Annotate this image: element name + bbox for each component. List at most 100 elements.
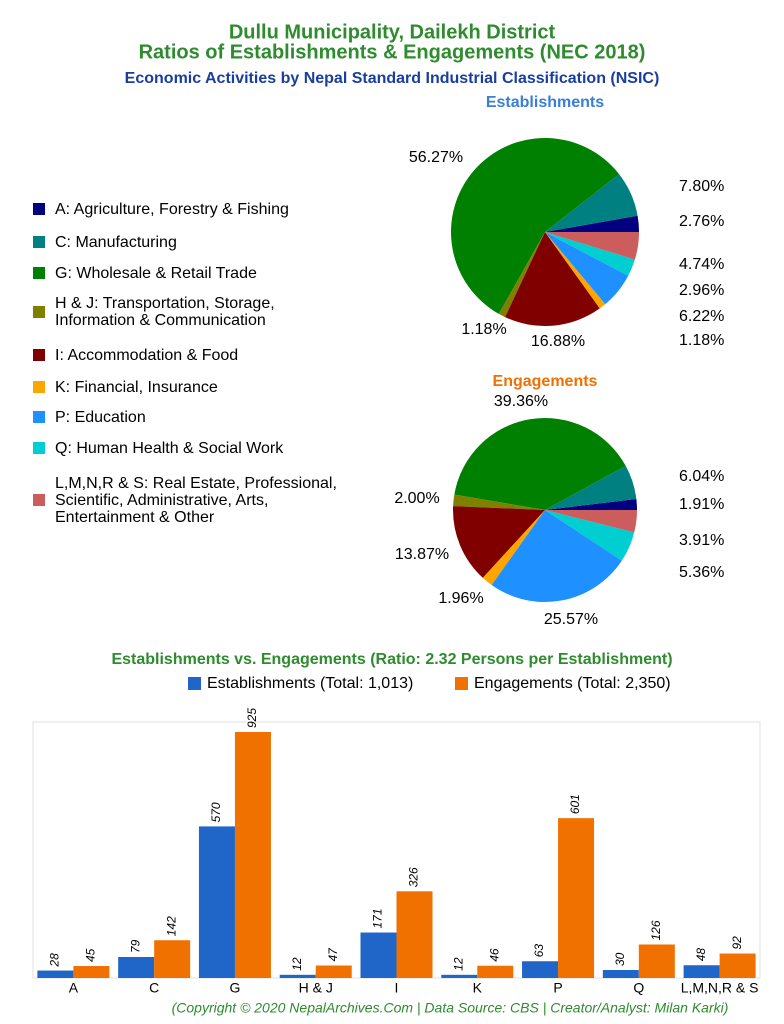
slice-label: 6.22% bbox=[679, 308, 724, 325]
bar-value-label: 79 bbox=[128, 939, 142, 953]
pie-slice bbox=[545, 215, 639, 232]
bar bbox=[198, 826, 235, 978]
legend-swatch bbox=[33, 411, 45, 423]
bar-value-label: 925 bbox=[245, 708, 259, 728]
pie-slice bbox=[451, 137, 620, 314]
pie-slice bbox=[453, 494, 545, 510]
pie-slice bbox=[505, 232, 600, 326]
bar-value-label: 46 bbox=[487, 948, 501, 962]
slice-label: 4.74% bbox=[679, 256, 724, 273]
legend-swatch bbox=[33, 494, 45, 506]
slice-label: 1.18% bbox=[679, 332, 724, 349]
bar-value-label: 12 bbox=[290, 957, 304, 971]
bar bbox=[73, 966, 110, 978]
pie-slice bbox=[498, 232, 545, 318]
bar-value-label: 171 bbox=[371, 908, 385, 928]
legend-label: P: Education bbox=[55, 408, 146, 426]
bar-title: Establishments vs. Engagements (Ratio: 2… bbox=[111, 651, 672, 668]
pie-slice bbox=[545, 510, 635, 561]
x-tick-label: Q bbox=[633, 980, 644, 996]
legend-label: L,M,N,R & S: Real Estate, Professional, … bbox=[55, 474, 337, 526]
bar bbox=[279, 974, 316, 978]
slice-label: 7.80% bbox=[679, 178, 724, 195]
slice-label: 3.91% bbox=[679, 532, 724, 549]
legend-label: Engagements (Total: 2,350) bbox=[474, 675, 671, 692]
title: Ratios of Establishments & Engagements (… bbox=[139, 41, 646, 63]
x-tick-label: P bbox=[553, 980, 562, 996]
slice-label: 2.76% bbox=[679, 213, 724, 230]
bar-value-label: 126 bbox=[649, 920, 663, 940]
legend-swatch bbox=[33, 236, 45, 248]
x-tick-label: C bbox=[149, 980, 159, 996]
x-tick-label: A bbox=[69, 980, 79, 996]
pie-slice bbox=[545, 232, 639, 260]
legend-swatch bbox=[33, 442, 45, 454]
subtitle: Economic Activities by Nepal Standard In… bbox=[125, 70, 660, 87]
legend-swatch bbox=[33, 381, 45, 393]
slice-label: 2.00% bbox=[394, 490, 439, 507]
slice-label: 1.91% bbox=[679, 496, 724, 513]
pie-slice bbox=[545, 510, 637, 533]
pie-slice bbox=[482, 510, 545, 585]
pie-slice bbox=[491, 510, 622, 602]
slice-label: 25.57% bbox=[544, 611, 598, 628]
pie-slice bbox=[545, 465, 637, 510]
bar-value-label: 48 bbox=[694, 948, 708, 962]
pie-title: Engagements bbox=[493, 373, 598, 390]
pie-title: Establishments bbox=[486, 94, 604, 111]
bar-value-label: 30 bbox=[613, 952, 627, 966]
legend-swatch bbox=[455, 677, 468, 690]
bar bbox=[683, 965, 720, 978]
x-tick-label: I bbox=[395, 980, 399, 996]
bar-value-label: 45 bbox=[84, 948, 98, 962]
slice-label: 6.04% bbox=[679, 468, 724, 485]
legend-label: Establishments (Total: 1,013) bbox=[207, 675, 413, 692]
bar bbox=[522, 961, 559, 978]
bar bbox=[477, 965, 514, 978]
bar bbox=[602, 970, 639, 978]
pie-slice bbox=[452, 506, 545, 578]
legend-label: K: Financial, Insurance bbox=[55, 378, 218, 396]
bar bbox=[441, 974, 478, 978]
pie-slice bbox=[545, 232, 629, 305]
legend-swatch bbox=[188, 677, 201, 690]
bar-value-label: 142 bbox=[164, 916, 178, 936]
slice-label: 5.36% bbox=[679, 564, 724, 581]
bar bbox=[558, 818, 595, 978]
legend-swatch bbox=[33, 203, 45, 215]
legend-label: Q: Human Health & Social Work bbox=[55, 439, 284, 457]
bar bbox=[154, 940, 191, 978]
bar bbox=[315, 965, 352, 978]
bar-value-label: 47 bbox=[326, 947, 340, 962]
footer: (Copyright © 2020 NepalArchives.Com | Da… bbox=[172, 1000, 729, 1016]
bar-value-label: 28 bbox=[48, 953, 62, 968]
x-tick-label: L,M,N,R & S bbox=[681, 980, 759, 996]
pie-slice bbox=[545, 174, 638, 232]
slice-label: 13.87% bbox=[395, 546, 449, 563]
bar-value-label: 326 bbox=[407, 867, 421, 887]
bar bbox=[118, 956, 155, 978]
legend-swatch bbox=[33, 306, 45, 318]
bar-value-label: 63 bbox=[532, 944, 546, 958]
x-tick-label: K bbox=[473, 980, 483, 996]
legend-label: I: Accommodation & Food bbox=[55, 346, 239, 364]
legend-label: C: Manufacturing bbox=[55, 233, 177, 251]
bar bbox=[234, 732, 271, 978]
bar bbox=[638, 944, 675, 978]
title: Dullu Municipality, Dailekh District bbox=[229, 21, 556, 43]
slice-label: 56.27% bbox=[409, 149, 463, 166]
slice-label: 1.96% bbox=[438, 590, 483, 607]
slice-label: 2.96% bbox=[679, 282, 724, 299]
slice-label: 39.36% bbox=[494, 393, 548, 410]
legend-swatch bbox=[33, 267, 45, 279]
pie-slice bbox=[545, 232, 606, 309]
slice-label: 1.18% bbox=[461, 321, 506, 338]
pie-slice bbox=[454, 417, 626, 510]
x-tick-label: H & J bbox=[299, 980, 333, 996]
pie-slice bbox=[545, 232, 635, 276]
legend-label: H & J: Transportation, Storage, Informat… bbox=[55, 295, 275, 329]
x-tick-label: G bbox=[229, 980, 240, 996]
legend-label: A: Agriculture, Forestry & Fishing bbox=[55, 200, 289, 218]
